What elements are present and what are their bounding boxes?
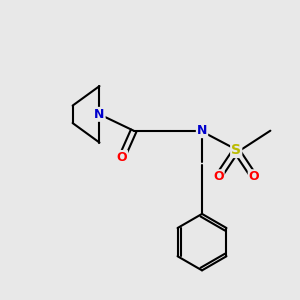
Text: N: N: [197, 124, 207, 137]
Text: O: O: [213, 170, 224, 183]
Text: N: N: [94, 108, 105, 121]
Text: O: O: [116, 151, 127, 164]
Text: O: O: [249, 170, 259, 183]
Text: S: S: [231, 143, 241, 157]
